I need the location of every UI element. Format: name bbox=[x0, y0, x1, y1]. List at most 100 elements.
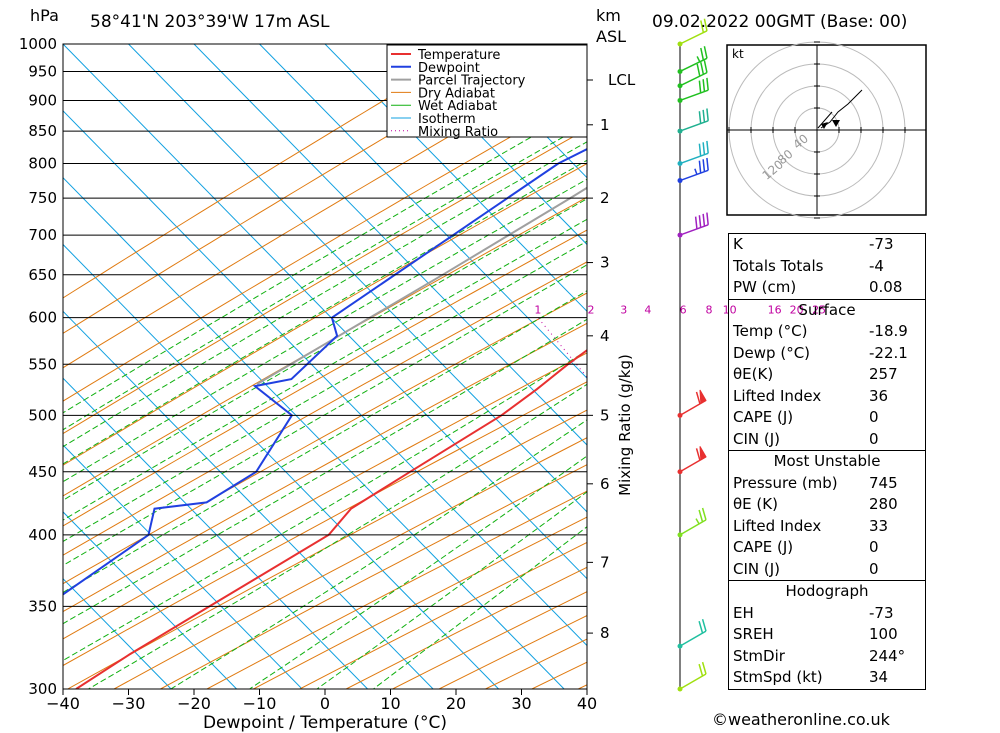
wind-barb-feather bbox=[701, 48, 704, 60]
height-tick-label: LCL bbox=[608, 71, 636, 89]
pressure-tick-label: 500 bbox=[28, 406, 57, 424]
index-row: CAPE (J)0 bbox=[729, 537, 925, 559]
most-unstable-section: Most Unstable Pressure (mb)745 θE (K)280… bbox=[729, 451, 925, 581]
wind-barb-feather bbox=[699, 215, 700, 227]
x-axis-title: Dewpoint / Temperature (°C) bbox=[203, 713, 447, 733]
dewpoint-line bbox=[0, 44, 812, 689]
wind-barb-feather bbox=[696, 217, 697, 229]
wind-barb-half-feather bbox=[696, 519, 699, 524]
pressure-tick-label: 800 bbox=[28, 155, 57, 173]
wind-barb-dot bbox=[678, 161, 683, 166]
hodograph: kt4080120 bbox=[727, 42, 926, 218]
index-row: StmSpd (kt)34 bbox=[729, 667, 925, 689]
wet-adiabat-line bbox=[0, 44, 826, 689]
wind-barb-shaft bbox=[680, 520, 706, 535]
mixing-ratio-axis-title: Mixing Ratio (g/kg) bbox=[616, 354, 634, 496]
wind-barb bbox=[678, 61, 707, 89]
pressure-tick-label: 650 bbox=[28, 266, 57, 284]
pressure-tick-label: 400 bbox=[28, 526, 57, 544]
wind-barb-shaft bbox=[680, 674, 706, 689]
index-row: Dewp (°C)-22.1 bbox=[729, 343, 925, 365]
copyright-link[interactable]: ©weatheronline.co.uk bbox=[712, 710, 890, 729]
location-label: 58°41'N 203°39'W 17m ASL bbox=[90, 12, 330, 32]
wind-barb-feather bbox=[707, 141, 708, 153]
indices-table: K-73 Totals Totals-4 PW (cm)0.08 Surface… bbox=[728, 233, 926, 690]
height-unit-bottom: ASL bbox=[596, 27, 626, 46]
surface-section: Surface Temp (°C)-18.9 Dewp (°C)-22.1 θE… bbox=[729, 300, 925, 452]
general-indices: K-73 Totals Totals-4 PW (cm)0.08 bbox=[729, 234, 925, 300]
wind-barb-flag bbox=[700, 446, 706, 459]
x-tick-label: −20 bbox=[177, 694, 211, 713]
hodograph-section: Hodograph EH-73 SREH100 StmDir244° StmSp… bbox=[729, 581, 925, 689]
index-row: EH-73 bbox=[729, 603, 925, 625]
index-row: Temp (°C)-18.9 bbox=[729, 321, 925, 343]
datetime-label: 09.02.2022 00GMT (Base: 00) bbox=[652, 12, 907, 32]
wind-barb-feather bbox=[701, 62, 704, 74]
index-row: K-73 bbox=[729, 234, 925, 256]
index-row: CAPE (J)0 bbox=[729, 407, 925, 429]
wind-barb-dot bbox=[678, 644, 683, 649]
wind-barb-shaft bbox=[680, 121, 708, 131]
wind-barb-feather bbox=[697, 448, 700, 460]
dry-adiabat-line bbox=[0, 44, 478, 689]
wind-barb-shaft bbox=[680, 31, 707, 44]
mixing-ratio-label: 8 bbox=[706, 304, 713, 317]
wind-barb-half-feather bbox=[695, 169, 697, 175]
wind-barb-feather bbox=[707, 78, 708, 90]
height-tick-label: 2 bbox=[600, 189, 610, 207]
pressure-tick-label: 450 bbox=[28, 463, 57, 481]
wind-barb bbox=[678, 662, 706, 691]
wind-barb bbox=[678, 619, 706, 648]
wind-barb-feather bbox=[704, 46, 707, 58]
index-row: θE(K)257 bbox=[729, 364, 925, 386]
temperature-line bbox=[76, 44, 833, 689]
pressure-tick-label: 850 bbox=[28, 122, 57, 140]
wind-barb-dot bbox=[678, 42, 683, 47]
pressure-tick-label: 700 bbox=[28, 226, 57, 244]
wind-barb-half-feather bbox=[697, 56, 700, 61]
wind-barb-feather bbox=[699, 81, 700, 93]
wind-barb-dot bbox=[678, 83, 683, 88]
x-tick-label: 0 bbox=[320, 694, 330, 713]
x-tick-label: 20 bbox=[446, 694, 466, 713]
wind-barb-dot bbox=[678, 469, 683, 474]
dry-adiabat-line bbox=[0, 44, 675, 689]
pressure-unit-label: hPa bbox=[30, 6, 59, 25]
index-row: Lifted Index36 bbox=[729, 386, 925, 408]
x-tick-label: 30 bbox=[511, 694, 531, 713]
index-row: θE (K)280 bbox=[729, 494, 925, 516]
wind-barb bbox=[678, 78, 709, 103]
dry-adiabat-line bbox=[0, 44, 544, 689]
wind-barb-feather bbox=[707, 109, 708, 121]
index-row: Pressure (mb)745 bbox=[729, 473, 925, 495]
pressure-tick-label: 750 bbox=[28, 189, 57, 207]
index-row: CIN (J)0 bbox=[729, 559, 925, 581]
index-row: CIN (J)0 bbox=[729, 429, 925, 451]
isotherm-line bbox=[0, 44, 564, 689]
wind-barb-dot bbox=[678, 413, 683, 418]
height-unit-top: km bbox=[596, 6, 621, 25]
hodograph-title: Hodograph bbox=[729, 581, 925, 603]
wind-barb-feather bbox=[703, 508, 706, 520]
pressure-tick-label: 1000 bbox=[19, 35, 57, 53]
isotherm-line bbox=[129, 44, 761, 689]
wind-barb-dot bbox=[678, 178, 683, 183]
wind-barb-feather bbox=[703, 110, 704, 122]
wind-barb-shaft bbox=[680, 90, 708, 100]
wind-barb-feather bbox=[707, 158, 708, 170]
wind-barb bbox=[678, 109, 709, 134]
wind-barb-feather bbox=[699, 621, 702, 633]
legend: TemperatureDewpointParcel TrajectoryDry … bbox=[387, 45, 587, 140]
pressure-tick-label: 900 bbox=[28, 91, 57, 109]
x-tick-label: −10 bbox=[243, 694, 277, 713]
pressure-tick-label: 350 bbox=[28, 597, 57, 615]
isotherm-line bbox=[0, 44, 499, 689]
index-row: Lifted Index33 bbox=[729, 516, 925, 538]
legend-label: Mixing Ratio bbox=[418, 125, 498, 140]
mixing-ratio-label: 6 bbox=[680, 304, 687, 317]
wind-barb bbox=[678, 390, 706, 418]
mixing-ratio-label: 3 bbox=[620, 304, 627, 317]
height-tick-label: 7 bbox=[600, 553, 610, 571]
hodograph-unit-label: kt bbox=[732, 47, 744, 61]
wind-barb-shaft bbox=[680, 170, 708, 180]
